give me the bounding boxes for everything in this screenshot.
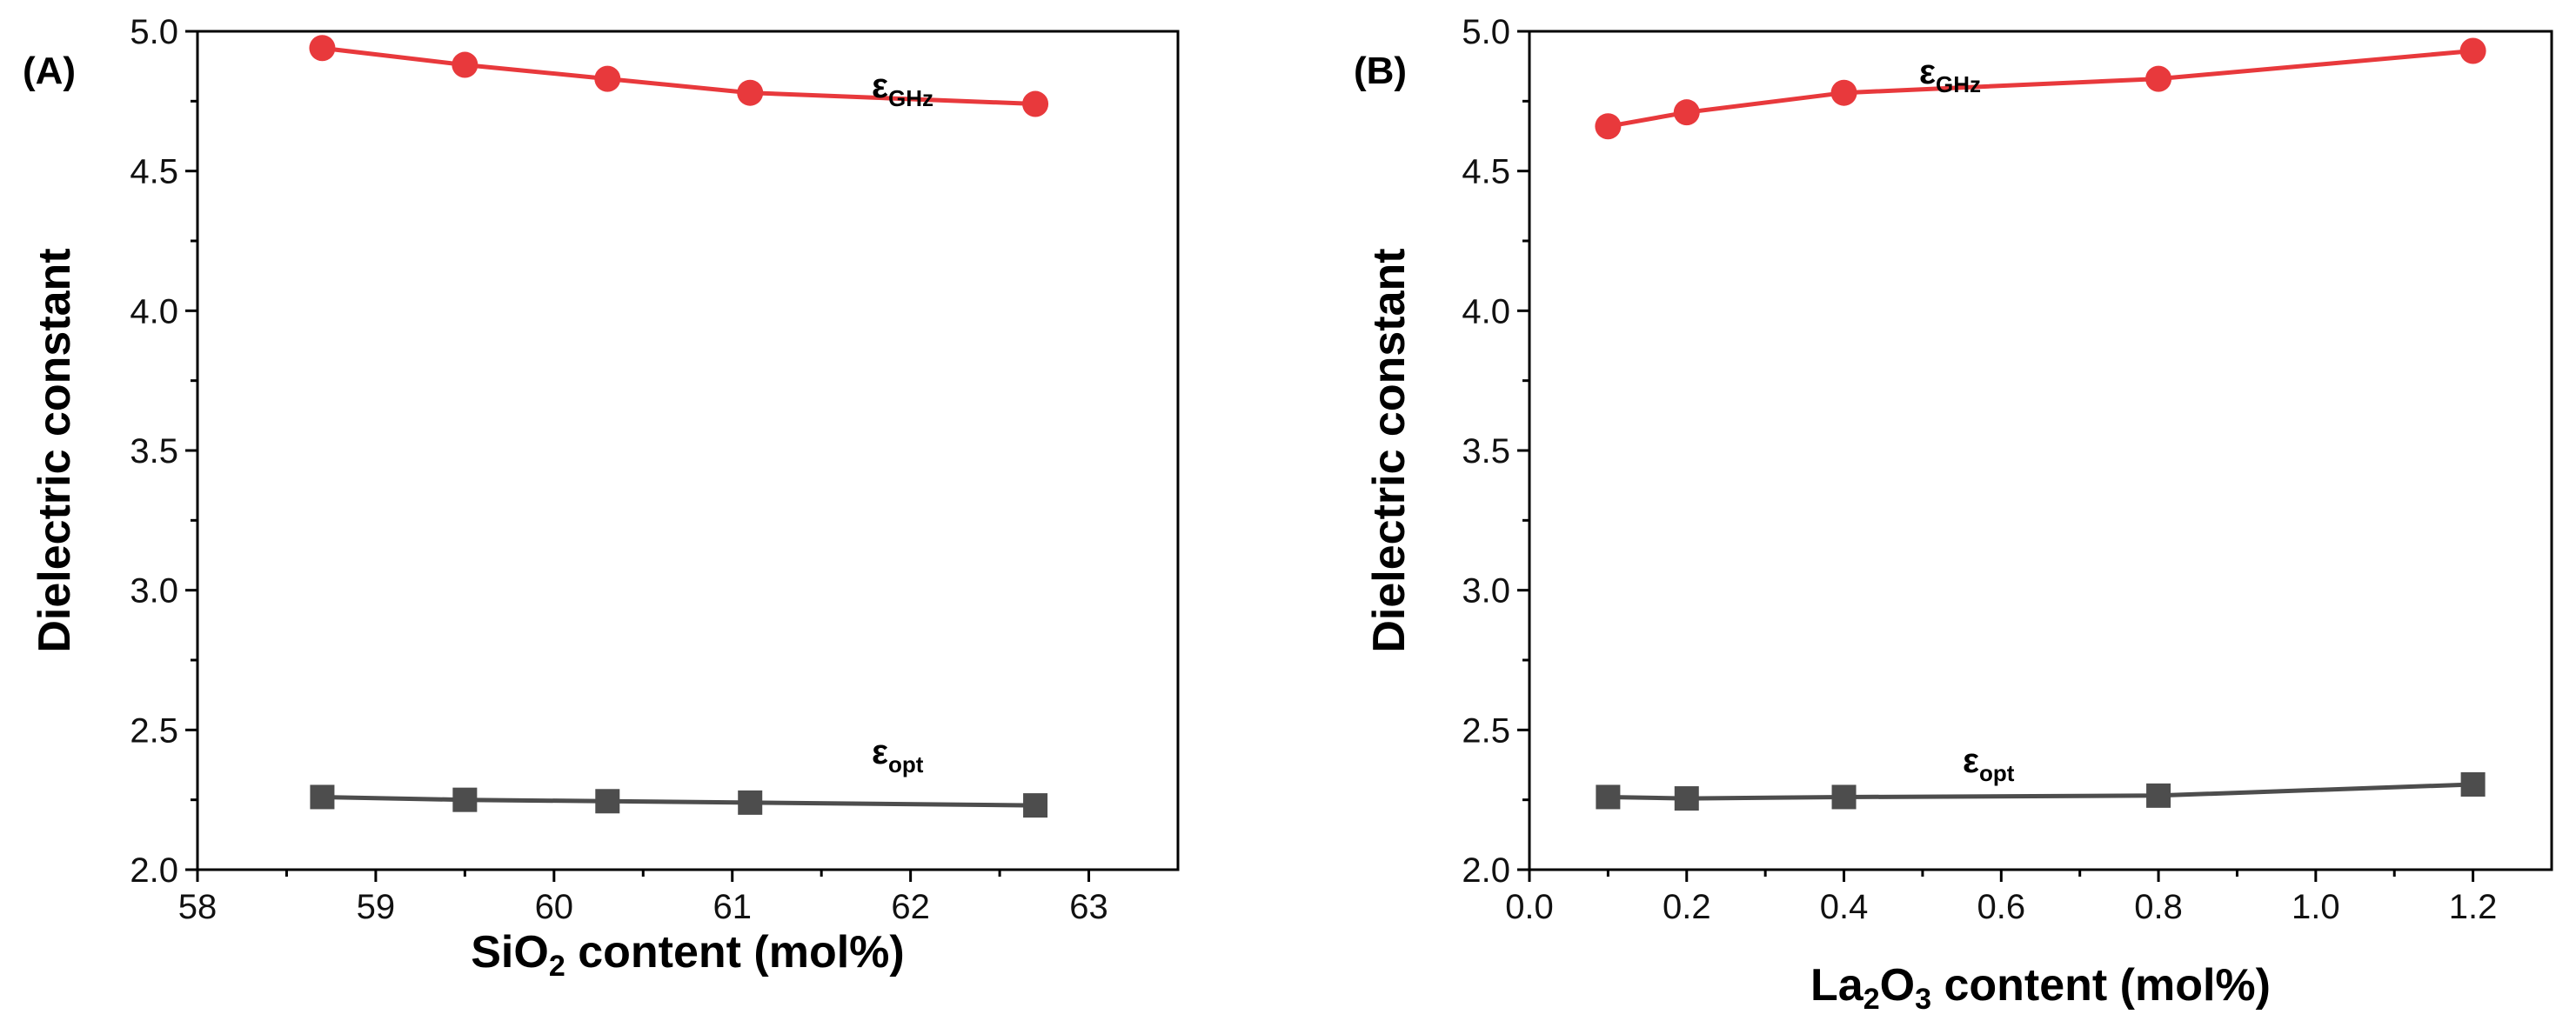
x-tick-label: 60 [535,888,574,926]
series-line [1607,49,2473,129]
data-point [1831,784,1857,810]
y-tick-label: 4.0 [1462,292,1510,330]
x-tick-label: 0.0 [1505,888,1554,926]
series-label: εopt [1963,742,2015,786]
y-tick-label: 5.0 [1462,13,1510,51]
x-axis-title-part: content (mol%) [1931,960,2271,1011]
series-ghz [1595,37,2486,140]
data-point [309,35,336,62]
series-subscript: GHz [888,85,933,111]
series-line [1608,782,2473,801]
x-axis-title-part: La [1810,960,1864,1011]
series-symbol: ε [872,67,888,105]
y-axis-title: Dielectric constant [1364,248,1415,652]
x-tick-label: 1.2 [2449,888,2498,926]
x-axis-title: SiO2 content (mol%) [471,927,904,983]
x-tick-label: 1.0 [2292,888,2340,926]
data-point [1674,786,1699,811]
x-tick-label: 0.2 [1663,888,1711,926]
panel-label: (B) [1354,50,1407,92]
x-axis-title-subscript: 2 [549,950,565,983]
y-tick-label: 2.5 [1462,711,1510,750]
y-tick-label: 3.0 [130,572,178,611]
x-axis-title-subscript: 3 [1915,983,1931,1016]
y-tick-label: 4.5 [130,153,178,191]
data-point [2459,37,2486,64]
series-label: εGHz [1919,53,1981,97]
data-point [1022,90,1049,117]
data-point [1023,793,1048,818]
series-opt [1596,771,2486,811]
x-tick-label: 63 [1069,888,1108,926]
x-tick-label: 62 [891,888,930,926]
y-tick-label: 5.0 [130,13,178,51]
series-subscript: opt [1979,760,2015,786]
x-tick-label: 58 [178,888,217,926]
series-label: εGHz [872,67,933,111]
plot-frame [1528,30,2553,871]
series-opt [310,784,1048,818]
y-tick-label: 4.5 [1462,153,1510,191]
y-tick-label: 2.5 [130,711,178,750]
x-tick-label: 0.6 [1977,888,2026,926]
x-axis-title-subscript: 2 [1863,983,1880,1016]
y-axis-title: Dielectric constant [30,248,80,652]
x-axis-title: La2O3 content (mol%) [1810,960,2271,1016]
x-tick-label: 61 [713,888,752,926]
x-axis-title-part: content (mol%) [565,927,905,978]
series-symbol: ε [872,733,888,771]
plot-frame [196,30,1180,871]
x-axis-title-part: O [1880,960,1915,1011]
data-point [1830,79,1857,106]
data-point [594,65,621,92]
series-line [322,795,1036,808]
data-point [310,784,335,810]
y-tick-label: 3.0 [1462,572,1510,611]
data-point [737,79,764,106]
series-symbol: ε [1919,53,1936,91]
y-tick-label: 4.0 [130,292,178,330]
data-point [595,789,620,814]
x-axis-title-part: SiO [471,927,549,978]
data-point [1596,784,1621,810]
x-tick-label: 0.8 [2134,888,2183,926]
x-tick-label: 0.4 [1820,888,1869,926]
series-symbol: ε [1963,742,1979,780]
y-tick-label: 2.0 [1462,851,1510,890]
series-subscript: opt [888,751,924,777]
panel-label: (A) [23,50,76,92]
x-tick-label: 59 [357,888,396,926]
data-point [2146,783,2171,808]
series-label: εopt [872,733,924,777]
data-point [452,787,478,812]
series-subscript: GHz [1936,71,1981,97]
data-point [2460,771,2486,797]
data-point [1595,113,1622,140]
series-ghz [309,35,1049,117]
y-tick-label: 3.5 [130,432,178,470]
data-point [452,51,478,78]
y-tick-label: 2.0 [130,851,178,890]
data-point [738,790,763,815]
data-point [1673,99,1700,126]
data-point [2145,65,2172,92]
y-tick-label: 3.5 [1462,432,1510,470]
